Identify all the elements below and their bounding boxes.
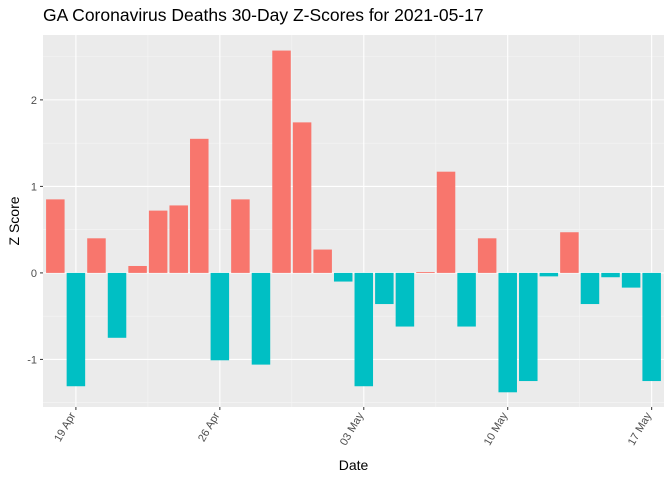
bars xyxy=(46,50,661,393)
bar-2021-04-21 xyxy=(107,272,127,338)
bar-2021-05-01 xyxy=(313,249,332,273)
bar-2021-04-25 xyxy=(190,138,209,273)
x-tick-label: 10 May xyxy=(482,410,511,448)
bar-2021-05-06 xyxy=(416,272,435,273)
bar-2021-05-10 xyxy=(498,272,517,393)
x-tick-label: 17 May xyxy=(626,410,655,448)
y-tick-label: 2 xyxy=(31,95,37,107)
bar-2021-05-15 xyxy=(601,272,620,278)
bar-2021-05-11 xyxy=(519,272,538,382)
y-tick-label: -1 xyxy=(27,354,37,366)
y-axis-title: Z Score xyxy=(6,196,22,245)
x-axis-title: Date xyxy=(339,457,369,473)
bar-2021-05-14 xyxy=(580,272,600,305)
bar-2021-04-22 xyxy=(128,265,147,273)
bar-2021-05-09 xyxy=(477,238,497,273)
bar-2021-05-07 xyxy=(436,171,456,273)
bar-2021-04-28 xyxy=(251,272,271,365)
y-axis: -1 0 1 2 xyxy=(27,95,43,366)
bar-2021-05-17 xyxy=(642,272,661,382)
bar-2021-04-24 xyxy=(169,205,188,273)
bar-2021-04-23 xyxy=(148,210,168,273)
bar-2021-04-20 xyxy=(87,238,106,273)
bar-2021-05-12 xyxy=(539,272,559,277)
bar-2021-05-02 xyxy=(333,272,353,282)
bar-2021-05-03 xyxy=(354,272,374,387)
bar-2021-04-27 xyxy=(231,199,250,273)
x-tick-label: 03 May xyxy=(338,410,367,448)
bar-2021-05-13 xyxy=(560,232,579,273)
x-axis: 19 Apr 26 Apr 03 May 10 May 17 May xyxy=(52,407,655,448)
plot-panel xyxy=(43,35,664,407)
chart-title: GA Coronavirus Deaths 30-Day Z-Scores fo… xyxy=(43,5,484,25)
bar-2021-04-19 xyxy=(66,272,86,387)
bar-2021-04-30 xyxy=(292,122,312,273)
bar-2021-04-26 xyxy=(210,272,230,361)
bar-2021-05-05 xyxy=(395,272,415,327)
x-tick-label: 19 Apr xyxy=(52,410,78,444)
y-tick-label: 0 xyxy=(31,268,37,280)
bar-2021-05-04 xyxy=(375,272,394,305)
bar-2021-04-18 xyxy=(46,199,65,273)
bar-2021-05-16 xyxy=(621,272,641,288)
x-tick-label: 26 Apr xyxy=(196,410,222,444)
bar-2021-04-29 xyxy=(272,50,291,273)
y-tick-label: 1 xyxy=(31,181,37,193)
bar-2021-05-08 xyxy=(457,272,476,327)
